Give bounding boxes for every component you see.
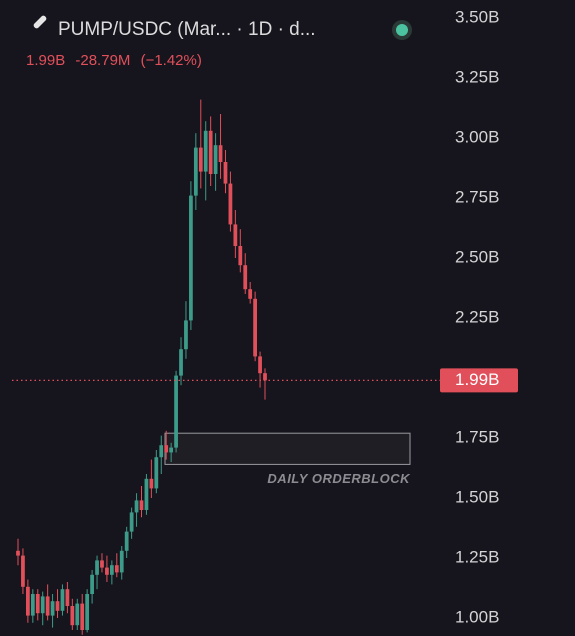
candle-body (100, 560, 104, 568)
candle-body (253, 298, 257, 357)
candle-body (70, 606, 75, 626)
candle-body (30, 594, 35, 616)
candle-body (16, 550, 20, 556)
candle-body (26, 586, 30, 616)
candle-body (35, 594, 40, 614)
change-value: -28.79M (75, 52, 130, 69)
candle-body (258, 356, 262, 374)
chart-title: PUMP/USDC (Mar... · 1D · d... (58, 19, 316, 40)
candle-body (114, 565, 119, 573)
candle-body (50, 601, 55, 616)
y-tick-label: 1.75B (455, 427, 499, 446)
y-tick-label: 3.25B (455, 67, 499, 86)
candle-body (179, 349, 183, 376)
y-tick-label: 3.00B (455, 127, 499, 146)
y-tick-label: 1.50B (455, 487, 499, 506)
candle-body (184, 320, 188, 350)
y-tick-label: 2.75B (455, 187, 499, 206)
candle-body (193, 147, 198, 196)
zone-box (164, 432, 411, 465)
header-values: 1.99B -28.79M (−1.42%) (26, 52, 202, 69)
candle-body (198, 147, 203, 172)
candle-body (105, 567, 109, 575)
candle-body (208, 130, 213, 174)
candle-body (228, 183, 233, 225)
candle-body (149, 478, 154, 489)
change-percent: (−1.42%) (141, 52, 202, 69)
candle-body (65, 589, 70, 606)
candle-body (55, 601, 60, 611)
y-tick-label: 1.25B (455, 547, 499, 566)
y-tick-label: 3.50B (455, 7, 499, 26)
candle-body (119, 550, 124, 573)
token-icon (33, 15, 47, 29)
candle-body (109, 565, 114, 575)
candle-body (95, 560, 99, 575)
candle-body (174, 375, 178, 448)
candle-body (139, 500, 144, 510)
candle-body (238, 246, 243, 266)
last-price-tag (440, 368, 518, 393)
candle-body (243, 265, 248, 290)
last-value: 1.99B (26, 52, 65, 69)
candle-body (85, 594, 90, 630)
y-tick-label: 2.50B (455, 247, 499, 266)
y-tick-label: 1.00B (455, 607, 499, 626)
candle-body (80, 603, 85, 630)
zone-label: DAILY ORDERBLOCK (267, 471, 411, 486)
candle-body (203, 130, 208, 172)
candle-body (263, 373, 267, 381)
y-tick-label: 2.25B (455, 307, 499, 326)
last-price-label: 1.99B (455, 370, 499, 389)
candle-body (75, 603, 80, 626)
status-dot (396, 24, 408, 36)
candle-body (40, 596, 45, 614)
candle-body (90, 574, 94, 594)
candle-body (189, 195, 193, 321)
candle-body (223, 162, 228, 184)
candle-body (129, 512, 134, 532)
candle-body (218, 145, 223, 162)
candle-body (60, 589, 65, 611)
candle-body (45, 596, 50, 616)
candle-body (213, 145, 218, 174)
candle-body (144, 478, 149, 510)
candle-body (233, 224, 238, 246)
candle-body (248, 289, 253, 299)
candle-body (164, 445, 169, 453)
candle-body (21, 555, 25, 587)
candle-body (169, 447, 174, 453)
candle-body (124, 531, 129, 551)
candle-body (159, 445, 164, 458)
candle-body (154, 457, 159, 489)
candle-body (134, 500, 139, 513)
